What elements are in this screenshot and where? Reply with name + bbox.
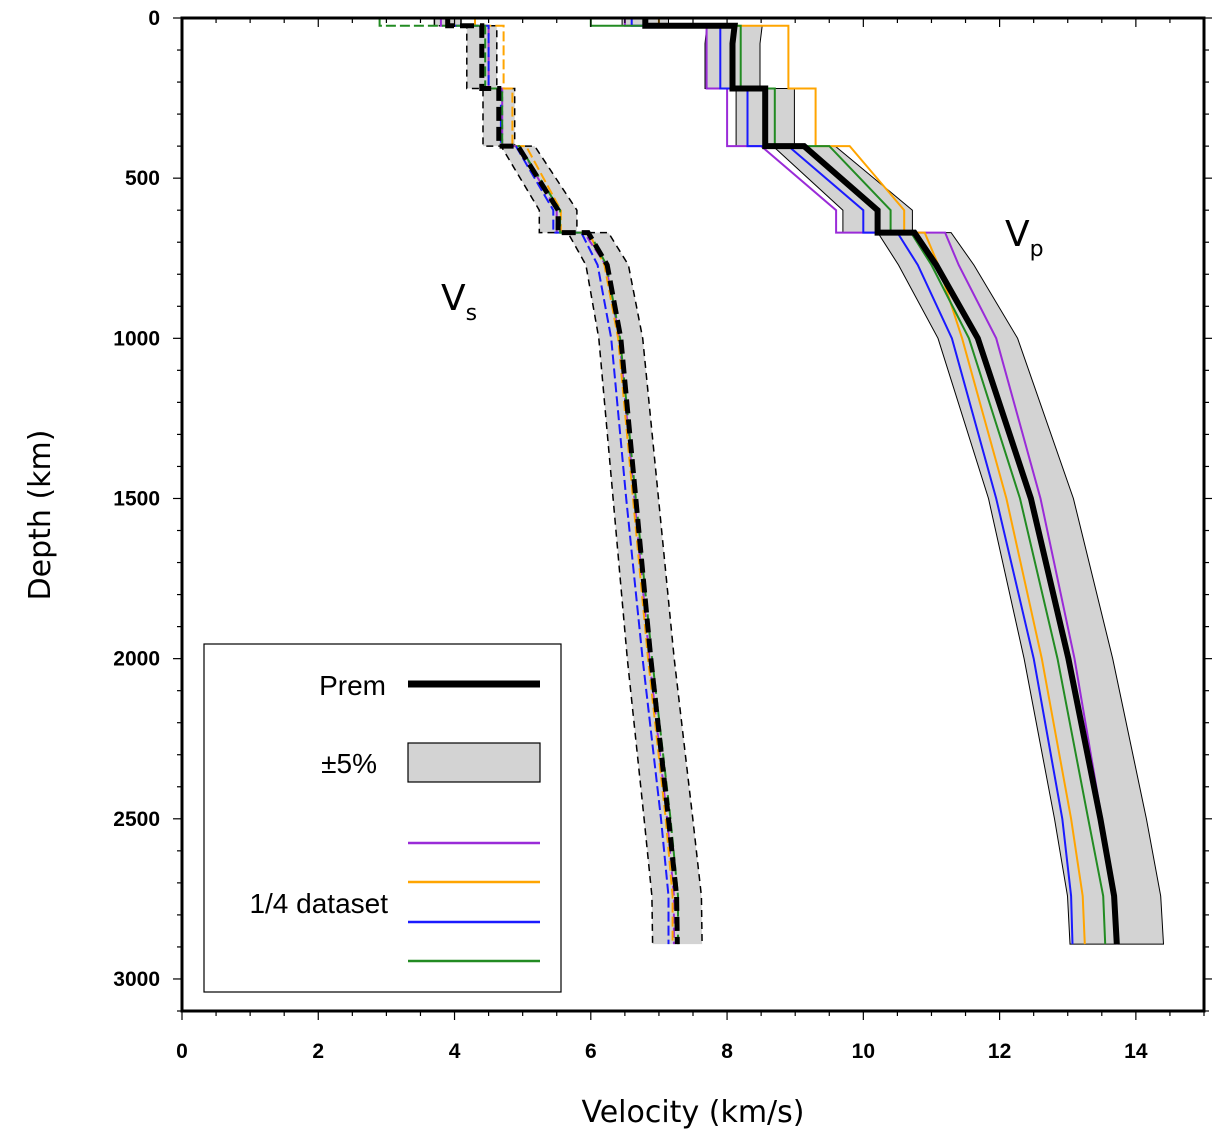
legend-dataset-label: 1/4 dataset	[249, 888, 388, 919]
vs-annotation-main: V	[441, 278, 466, 319]
curve-vs-blue	[446, 18, 670, 945]
x-tick-label: 10	[852, 1040, 875, 1063]
y-axis-title: Depth (km)	[23, 430, 58, 601]
legend-band-label: ±5%	[321, 748, 377, 779]
x-tick-label: 14	[1124, 1040, 1148, 1063]
legend: Prem ±5% 1/4 dataset	[203, 643, 562, 993]
vs-annotation-sub: s	[466, 301, 477, 326]
y-tick-label: 500	[125, 167, 160, 190]
x-tick-label: 12	[988, 1040, 1011, 1063]
band-vs-upper-edge	[460, 18, 703, 945]
x-tick-label: 8	[721, 1040, 733, 1063]
curve-vp-orange	[657, 18, 1086, 945]
curve-vp-blue	[630, 18, 1074, 945]
vp-annotation-sub: p	[1030, 237, 1044, 262]
curve-vp-prem	[642, 18, 1120, 945]
y-tick-label: 0	[148, 7, 160, 30]
curve-vp-green	[589, 18, 1107, 945]
curve-vs-prem	[445, 18, 680, 945]
x-tick-label: 2	[312, 1040, 324, 1063]
x-tick-label: 4	[449, 1040, 461, 1063]
vp-annotation: Vp	[1005, 214, 1044, 262]
band-vs	[434, 18, 703, 945]
legend-band-swatch	[407, 742, 541, 783]
y-tick-label: 1000	[113, 327, 160, 350]
y-tick-label: 2000	[113, 648, 160, 671]
y-tick-label: 3000	[113, 968, 160, 991]
x-axis-title: Velocity (km/s)	[582, 1095, 805, 1130]
curve-vp-purple	[623, 18, 1118, 945]
band-vs-lower-edge	[433, 18, 654, 945]
vp-annotation-main: V	[1005, 214, 1030, 255]
x-tick-label: 0	[176, 1040, 188, 1063]
y-tick-label: 2500	[113, 808, 160, 831]
vs-annotation: Vs	[441, 278, 477, 326]
curve-vs-orange	[474, 18, 674, 945]
x-tick-label: 6	[585, 1040, 597, 1063]
legend-prem-label: Prem	[319, 670, 386, 701]
model-curves	[378, 18, 1120, 945]
legend-box	[203, 643, 562, 993]
y-tick-label: 1500	[113, 487, 160, 510]
plot-frame	[180, 16, 1206, 1013]
